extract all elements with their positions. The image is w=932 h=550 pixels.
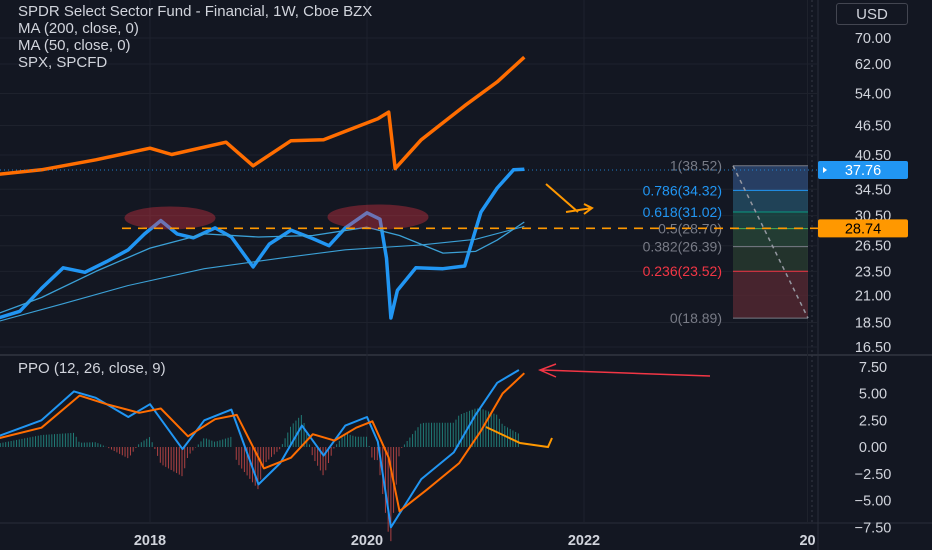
annotation-arrow-red bbox=[538, 363, 711, 378]
fib-retracement[interactable]: 1(38.52)0.786(34.32)0.618(31.02)0.5(28.7… bbox=[643, 158, 809, 326]
fib-zone bbox=[733, 246, 808, 272]
ppo-y-tick-label: −5.00 bbox=[855, 494, 892, 510]
ppo-y-tick-label: −7.50 bbox=[855, 520, 892, 536]
y-tick-label: 16.50 bbox=[855, 340, 891, 356]
x-tick-label: 2018 bbox=[134, 533, 166, 549]
fib-label: 0.786(34.32) bbox=[643, 182, 722, 198]
legend-ma50: MA (50, close, 0) bbox=[18, 37, 131, 54]
x-tick-label: 2020 bbox=[351, 533, 383, 549]
price-line bbox=[0, 167, 525, 320]
spx-line bbox=[0, 55, 526, 176]
ma50-line bbox=[0, 221, 525, 314]
y-tick-label: 26.50 bbox=[855, 239, 891, 255]
fib-zone bbox=[733, 165, 808, 191]
badge-marker bbox=[823, 166, 827, 173]
legend-spx: SPX, SPCFD bbox=[18, 54, 108, 71]
y-tick-label: 21.00 bbox=[855, 288, 891, 304]
annotations bbox=[0, 169, 818, 230]
ppo-y-tick-label: 5.00 bbox=[859, 387, 887, 403]
y-tick-label: 54.00 bbox=[855, 86, 891, 102]
chart-title: SPDR Select Sector Fund - Financial, 1W,… bbox=[18, 3, 373, 20]
y-tick-label: 23.50 bbox=[855, 264, 891, 280]
fib-zone bbox=[733, 228, 808, 247]
y-tick-label: 46.50 bbox=[855, 118, 891, 134]
annotation-arrow bbox=[545, 183, 594, 215]
highlight-ellipse bbox=[124, 206, 216, 230]
last-price-badge bbox=[818, 160, 908, 179]
annotation-trend-orange bbox=[485, 426, 553, 449]
x-tick-label: 2022 bbox=[568, 533, 600, 549]
fib-zone bbox=[733, 271, 808, 319]
level-badge bbox=[818, 219, 908, 238]
ma200-line bbox=[0, 225, 525, 322]
ppo-y-tick-label: −2.50 bbox=[855, 467, 892, 483]
x-tick-label: 20 bbox=[799, 533, 815, 549]
level-value: 28.74 bbox=[845, 221, 881, 237]
y-tick-label: 40.50 bbox=[855, 148, 891, 164]
ppo-legend: PPO (12, 26, close, 9) bbox=[18, 360, 166, 377]
y-tick-label: 70.00 bbox=[855, 31, 891, 47]
fib-label: 1(38.52) bbox=[670, 158, 722, 174]
fib-label: 0.618(31.02) bbox=[643, 204, 722, 220]
fib-label: 0.382(26.39) bbox=[643, 239, 722, 255]
ppo-y-tick-label: 7.50 bbox=[859, 360, 887, 376]
fib-label: 0.236(23.52) bbox=[643, 263, 722, 279]
signal-line bbox=[0, 372, 525, 513]
y-tick-label: 34.50 bbox=[855, 182, 891, 198]
ppo-line bbox=[0, 369, 520, 529]
ppo-y-tick-label: 0.00 bbox=[859, 440, 887, 456]
y-tick-label: 62.00 bbox=[855, 57, 891, 73]
legend-ma200: MA (200, close, 0) bbox=[18, 20, 139, 37]
fib-label: 0(18.89) bbox=[670, 310, 722, 326]
currency-button[interactable]: USD bbox=[836, 3, 908, 25]
axes: 70.0062.0054.0046.5040.5034.5030.5026.50… bbox=[134, 31, 908, 549]
fib-zone bbox=[733, 190, 808, 213]
fib-zone bbox=[733, 212, 808, 229]
last-price-value: 37.76 bbox=[845, 163, 881, 179]
highlight-ellipse bbox=[327, 204, 429, 230]
y-tick-label: 18.50 bbox=[855, 316, 891, 332]
ppo-y-tick-label: 2.50 bbox=[859, 413, 887, 429]
price-series bbox=[0, 55, 526, 322]
ppo-pane bbox=[0, 363, 711, 542]
